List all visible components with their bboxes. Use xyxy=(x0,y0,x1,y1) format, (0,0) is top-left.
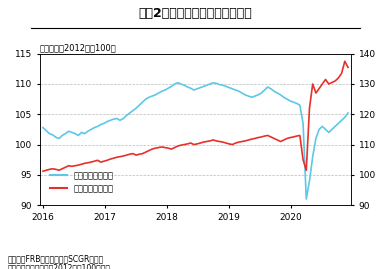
Line: 鉱工業生産（左）: 鉱工業生産（左） xyxy=(43,83,348,199)
鉱工業生産（左） xyxy=(41,126,45,129)
Legend: 鉱工業生産（左）, 小売売上高（右）: 鉱工業生産（左）, 小売売上高（右） xyxy=(50,171,114,193)
鉱工業生産（左） xyxy=(127,111,132,115)
Text: （注）　小売売上赤は2012年＝100とした: （注） 小売売上赤は2012年＝100とした xyxy=(8,263,111,269)
小売売上高（右） xyxy=(320,82,325,86)
小売売上高（右） xyxy=(346,66,350,69)
鉱工業生産（左） xyxy=(346,111,350,115)
小売売上高（右） xyxy=(343,60,347,63)
鉱工業生産（左） xyxy=(83,132,87,135)
Text: 図表2　鉱工業生産と小売売上高: 図表2 鉱工業生産と小売売上高 xyxy=(139,7,252,20)
小売売上高（右） xyxy=(172,146,177,149)
鉱工業生産（左） xyxy=(198,86,203,89)
鉱工業生産（左） xyxy=(326,131,331,134)
鉱工業生産（左） xyxy=(304,197,308,201)
鉱工業生産（左） xyxy=(208,82,212,86)
小売売上高（右） xyxy=(195,142,199,146)
鉱工業生産（左） xyxy=(176,81,180,84)
小売売上高（右） xyxy=(127,153,132,156)
Text: （両軸とも2012年－100）: （両軸とも2012年－100） xyxy=(40,43,117,52)
小売売上高（右） xyxy=(83,162,87,165)
小売売上高（右） xyxy=(204,140,209,143)
Text: （出所：FRB、商務省よりSCGR作成）: （出所：FRB、商務省よりSCGR作成） xyxy=(8,254,104,263)
小売売上高（右） xyxy=(41,169,45,173)
鉱工業生産（左） xyxy=(172,82,177,86)
Line: 小売売上高（右）: 小売売上高（右） xyxy=(43,61,348,171)
